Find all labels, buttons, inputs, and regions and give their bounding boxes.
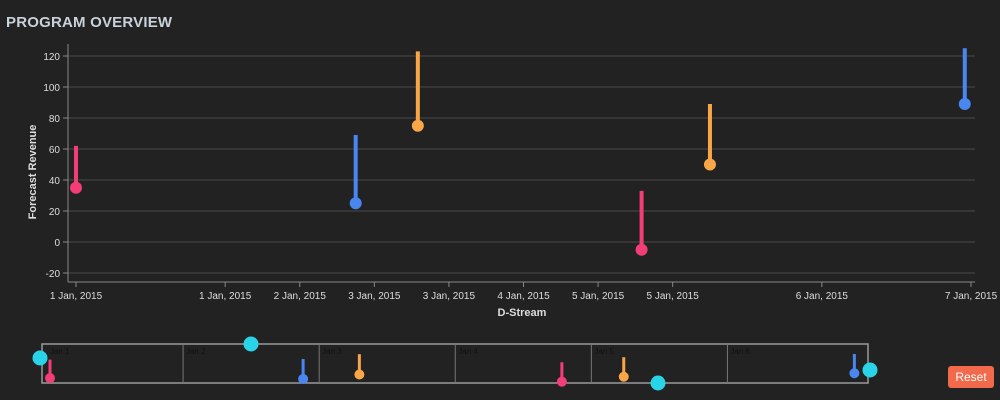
navigator-point xyxy=(618,371,629,382)
data-point[interactable] xyxy=(703,158,716,171)
x-tick-label: 7 Jan, 2015 xyxy=(945,291,998,302)
navigator-point xyxy=(849,368,860,379)
x-tick-label: 3 Jan, 2015 xyxy=(423,291,476,302)
navigator-label: Jan 4 xyxy=(458,347,478,356)
navigator-label: Jan 3 xyxy=(322,347,342,356)
timeline-navigator[interactable]: Jan 1 Jan 2 Jan 3 Jan 4 Jan 5 Jan 6 xyxy=(32,336,878,391)
y-tick-label: 80 xyxy=(49,114,61,125)
navigator-label: Jan 2 xyxy=(186,347,206,356)
x-tick-label: 3 Jan, 2015 xyxy=(348,291,401,302)
y-tick-label: 0 xyxy=(54,238,60,249)
data-point[interactable] xyxy=(958,98,971,111)
x-tick-label: 5 Jan, 2015 xyxy=(647,291,700,302)
chart-marks xyxy=(70,48,971,256)
x-tick-label: 2 Jan, 2015 xyxy=(274,291,327,302)
x-tick-label: 1 Jan, 2015 xyxy=(199,291,252,302)
navigator-point xyxy=(298,373,309,384)
data-point[interactable] xyxy=(411,119,424,132)
x-axis-label: D-Stream xyxy=(498,307,547,319)
x-tick-label: 5 Jan, 2015 xyxy=(572,291,625,302)
navigator-handle[interactable] xyxy=(862,362,878,378)
navigator-handle[interactable] xyxy=(650,375,666,391)
navigator-point xyxy=(354,369,365,380)
navigator-label: Jan 6 xyxy=(730,347,750,356)
reset-button[interactable]: Reset xyxy=(948,366,994,388)
navigator-handle[interactable] xyxy=(32,350,48,366)
y-axis-label: Forecast Revenue xyxy=(27,125,39,220)
navigator-point xyxy=(556,376,567,387)
data-point[interactable] xyxy=(70,181,82,194)
y-tick-label: 40 xyxy=(49,176,61,187)
y-tick-label: -20 xyxy=(46,269,61,280)
navigator-label: Jan 1 xyxy=(50,347,70,356)
navigator-label: Jan 5 xyxy=(594,347,614,356)
y-tick-label: 60 xyxy=(49,145,61,156)
navigator-handle[interactable] xyxy=(243,336,259,352)
y-tick-label: 100 xyxy=(43,83,60,94)
data-point[interactable] xyxy=(635,243,648,256)
grid-lines xyxy=(68,55,975,274)
data-point[interactable] xyxy=(349,197,362,210)
x-tick-label: 4 Jan, 2015 xyxy=(497,291,550,302)
y-tick-label: 120 xyxy=(43,52,60,63)
x-tick-label: 1 Jan, 2015 xyxy=(50,291,103,302)
chart-axes: -20 0 20 40 60 80 100 120 1 Jan, 2015 1 Jan, 2015… xyxy=(43,44,998,302)
x-tick-label: 6 Jan, 2015 xyxy=(796,291,849,302)
navigator-point xyxy=(45,373,55,384)
y-tick-label: 20 xyxy=(49,207,61,218)
page-title: PROGRAM OVERVIEW xyxy=(6,14,173,31)
